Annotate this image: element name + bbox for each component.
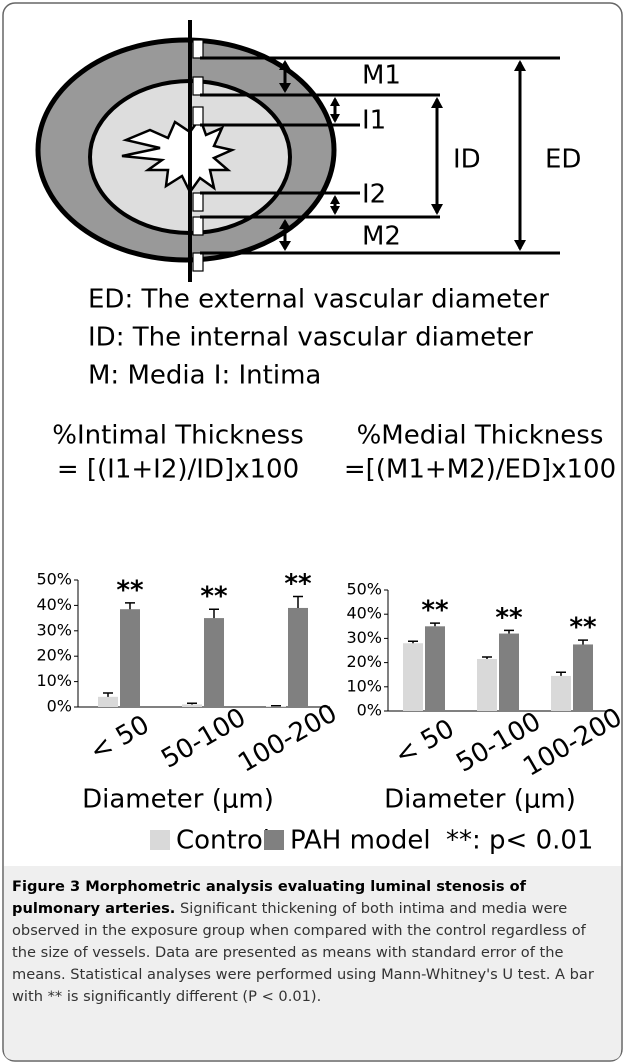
significance: ** (495, 603, 523, 633)
significance: ** (116, 575, 144, 605)
page: {"diagram": {"labels": ["M1", "I1", "ID"… (0, 0, 625, 1064)
y-tick-label: 0% (357, 701, 382, 720)
legend-swatch (150, 830, 170, 850)
y-tick-label: 50% (36, 570, 72, 589)
x-axis-label: Diameter (μm) (82, 785, 274, 815)
chart-title: %Medial Thickness (357, 421, 604, 451)
bar (204, 618, 224, 707)
legend-label: PAH model (290, 826, 431, 856)
y-tick-label: 20% (346, 652, 382, 671)
definition: M: Media I: Intima (88, 361, 321, 391)
y-tick-label: 30% (36, 620, 72, 639)
y-tick-label: 40% (346, 604, 382, 623)
y-tick-label: 0% (47, 697, 72, 716)
legend-note: **: p< 0.01 (446, 826, 593, 856)
legend-label: Control (176, 826, 270, 856)
chart-subtitle: =[(M1+M2)/ED]x100 (344, 455, 616, 485)
significance: ** (421, 596, 449, 626)
diagram-label: M2 (362, 222, 401, 252)
chart-subtitle: = [(I1+I2)/ID]x100 (57, 455, 299, 485)
bar (403, 643, 423, 711)
bar (499, 634, 519, 711)
legend-swatch (264, 830, 284, 850)
y-tick-label: 30% (346, 628, 382, 647)
bar (182, 704, 202, 707)
y-tick-label: 10% (346, 676, 382, 695)
diagram-label: I2 (362, 180, 386, 210)
definition: ID: The internal vascular diameter (88, 323, 533, 353)
error-bar (271, 706, 281, 707)
bar (573, 644, 593, 711)
x-axis-label: Diameter (μm) (384, 785, 576, 815)
diagram-label: ID (453, 145, 481, 175)
bar (551, 676, 571, 711)
definition: ED: The external vascular diameter (88, 285, 549, 315)
y-tick-label: 20% (36, 646, 72, 665)
bar (477, 659, 497, 711)
bar (98, 697, 118, 707)
significance: ** (569, 613, 597, 643)
bar (425, 626, 445, 711)
significance: ** (200, 582, 228, 612)
y-tick-label: 50% (346, 580, 382, 599)
y-tick-label: 40% (36, 595, 72, 614)
bar (120, 609, 140, 707)
significance: ** (284, 569, 312, 599)
diagram-label: M1 (362, 61, 401, 91)
diagram-label: I1 (362, 106, 386, 136)
chart-title: %Intimal Thickness (52, 421, 304, 451)
diagram-label: ED (545, 145, 581, 175)
caption: Figure 3 Morphometric analysis evaluatin… (12, 876, 610, 1008)
bar (288, 608, 308, 707)
y-tick-label: 10% (36, 671, 72, 690)
